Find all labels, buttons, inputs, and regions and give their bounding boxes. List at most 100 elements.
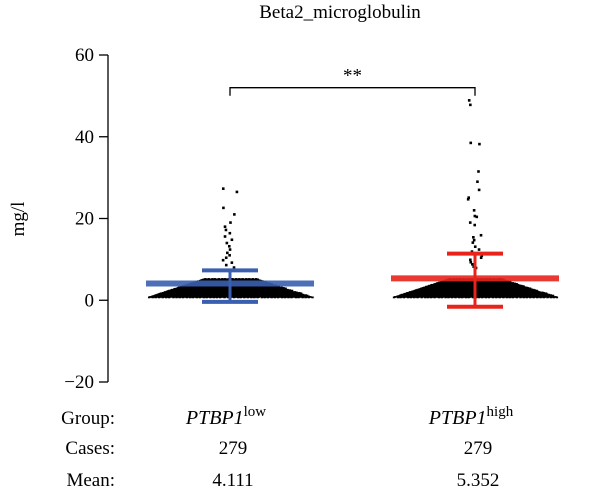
data-point	[547, 293, 551, 296]
data-point	[461, 285, 464, 288]
data-point	[284, 287, 287, 290]
data-point	[512, 287, 515, 290]
data-point	[496, 283, 499, 286]
data-point	[311, 296, 314, 299]
data-point	[231, 278, 234, 280]
outlier-point	[471, 241, 475, 244]
outlier-point	[224, 256, 228, 260]
data-point	[256, 278, 260, 281]
data-point	[201, 278, 204, 281]
data-point	[158, 292, 161, 295]
outlier-point	[467, 196, 471, 199]
data-point	[413, 291, 416, 294]
data-point	[400, 293, 404, 296]
data-point	[409, 291, 412, 293]
data-point	[273, 291, 276, 293]
outlier-point	[480, 254, 484, 257]
y-tick-label: 40	[75, 127, 94, 148]
data-point	[233, 289, 236, 292]
data-point	[276, 287, 279, 290]
data-point	[207, 278, 210, 280]
outlier-point	[467, 99, 471, 102]
data-point	[186, 286, 190, 288]
data-point	[520, 284, 523, 287]
data-point	[417, 288, 421, 291]
data-point	[200, 292, 203, 295]
row-label-cases: Cases:	[65, 438, 115, 459]
outlier-point	[232, 266, 236, 269]
data-point	[423, 286, 426, 289]
data-point	[538, 291, 541, 293]
data-point	[513, 282, 516, 285]
data-point	[236, 278, 240, 281]
outlier-point	[473, 214, 477, 218]
outlier-point	[479, 233, 483, 237]
significance-bracket: **	[229, 66, 476, 96]
data-point	[521, 286, 525, 289]
outlier-point	[223, 225, 227, 228]
data-point	[478, 285, 481, 288]
data-point	[213, 278, 217, 280]
data-point	[233, 278, 236, 281]
data-point	[179, 286, 183, 288]
data-point	[241, 289, 245, 292]
data-point	[243, 278, 246, 281]
group-low	[146, 187, 314, 304]
mean-value: 5.352	[457, 470, 500, 491]
data-point	[215, 287, 218, 290]
data-point	[420, 287, 423, 290]
data-point	[511, 282, 514, 284]
data-point	[208, 293, 212, 296]
data-point	[258, 279, 261, 282]
data-point	[483, 291, 486, 294]
data-point	[528, 287, 532, 290]
data-point	[204, 289, 207, 292]
data-point	[518, 284, 521, 287]
data-point	[232, 285, 235, 288]
data-point	[211, 278, 214, 280]
outlier-point	[466, 197, 470, 201]
data-point	[304, 294, 307, 297]
data-point	[425, 285, 428, 288]
data-point	[282, 287, 285, 289]
data-point	[438, 281, 441, 284]
data-point	[224, 278, 227, 280]
outlier-point	[477, 170, 480, 173]
data-point	[437, 294, 440, 297]
data-point	[445, 283, 448, 286]
outlier-point	[470, 250, 474, 253]
data-point	[164, 291, 167, 293]
data-point	[248, 278, 251, 280]
data-point	[394, 296, 397, 298]
data-point	[502, 280, 505, 283]
outlier-point	[477, 248, 481, 251]
data-point	[533, 289, 536, 292]
outlier-point	[476, 180, 479, 184]
data-point	[156, 293, 159, 296]
data-point	[554, 296, 557, 298]
data-point	[436, 295, 440, 298]
outlier-point	[473, 245, 477, 249]
data-point	[236, 296, 240, 299]
data-point	[254, 278, 258, 280]
data-point	[309, 296, 312, 298]
data-point	[407, 294, 410, 297]
data-point	[429, 285, 433, 288]
data-point	[288, 293, 292, 296]
outlier-point	[469, 260, 473, 264]
data-point	[441, 280, 444, 283]
data-point	[523, 293, 527, 296]
data-point	[515, 283, 518, 285]
y-tick-label: 60	[75, 45, 94, 66]
data-point	[477, 283, 480, 286]
data-point	[171, 288, 174, 291]
outlier-point	[230, 238, 234, 242]
data-point	[478, 287, 481, 290]
data-point	[519, 294, 522, 297]
data-point	[483, 289, 486, 292]
data-point	[532, 288, 535, 291]
outlier-point	[473, 223, 477, 227]
outlier-point	[230, 261, 234, 264]
data-point	[522, 285, 525, 288]
data-point	[456, 282, 459, 285]
